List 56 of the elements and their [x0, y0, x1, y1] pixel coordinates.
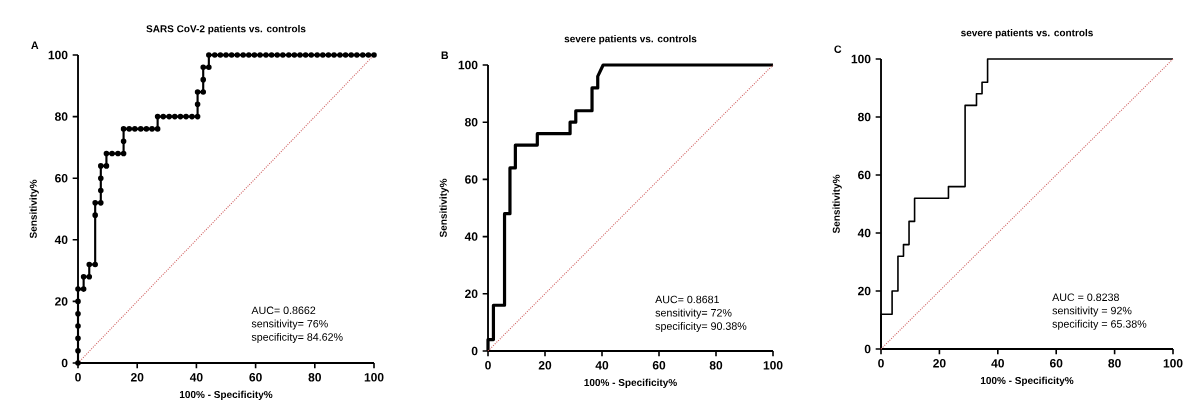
annotation: sensitivity= 76%	[251, 319, 328, 330]
x-tick-label: 60	[1049, 359, 1063, 368]
x-axis-title: 100% - Specificity%	[584, 378, 677, 389]
annotation: AUC = 0.8238	[1052, 293, 1119, 302]
x-tick-label: 80	[308, 373, 321, 382]
y-tick-label: 100	[851, 54, 871, 64]
annotation: specificity = 65.38%	[1052, 319, 1147, 330]
x-tick-label: 100	[1163, 359, 1183, 368]
y-tick-label: 60	[465, 175, 478, 184]
y-tick-label: 60	[858, 170, 871, 180]
y-tick-label: 40	[464, 232, 478, 241]
x-tick-label: 0	[485, 361, 491, 370]
text: A	[31, 41, 39, 49]
x-tick-label: 60	[249, 373, 262, 382]
y-tick-label: 40	[857, 228, 871, 238]
y-tick-label: 100	[458, 60, 478, 70]
y-tick-label: 0	[471, 346, 478, 356]
y-axis-title: Sensitivity%	[29, 179, 39, 239]
y-axis-title: Sensitivity%	[832, 174, 842, 234]
y-axis-title: Sensitivity%	[439, 178, 449, 238]
x-tick-label: 40	[991, 359, 1004, 368]
annotation: AUC= 0.8681	[655, 295, 719, 304]
y-tick-label: 20	[55, 297, 68, 306]
text: B	[441, 51, 449, 59]
annotation: specificity= 84.62%	[251, 332, 343, 343]
y-tick-label: 80	[54, 112, 68, 121]
x-tick-label: 100	[364, 373, 384, 382]
chart-title: SARS CoV-2 patients vs. controls	[146, 24, 306, 35]
x-tick-label: 40	[595, 361, 609, 370]
y-tick-label: 80	[464, 117, 478, 127]
annotation: sensitivity= 72%	[655, 308, 732, 319]
x-tick-label: 0	[75, 373, 81, 382]
x-tick-label: 40	[189, 373, 203, 382]
y-tick-label: 80	[857, 112, 871, 122]
annotation: sensitivity = 92%	[1052, 306, 1132, 317]
annotation: specificity= 90.38%	[655, 322, 747, 332]
x-tick-label: 0	[878, 359, 884, 368]
x-tick-label: 80	[1108, 359, 1121, 368]
x-tick-label: 20	[538, 361, 552, 370]
x-tick-label: 100	[763, 361, 783, 370]
chart-title: severe patients vs. controls	[961, 28, 1093, 39]
x-tick-label: 20	[130, 373, 144, 382]
x-axis-title: 100% - Specificity%	[179, 390, 273, 401]
annotation: AUC= 0.8662	[251, 306, 316, 315]
y-tick-label: 20	[465, 289, 478, 299]
y-tick-label: 60	[55, 173, 68, 183]
x-tick-label: 80	[709, 361, 723, 370]
x-tick-label: 20	[933, 359, 946, 368]
y-tick-label: 0	[864, 344, 871, 354]
x-axis-title: 100% - Specificity%	[980, 376, 1074, 387]
y-tick-label: 100	[48, 50, 68, 60]
chart-title: severe patients vs. controls	[564, 34, 697, 45]
x-tick-label: 60	[652, 361, 666, 370]
y-tick-label: 40	[54, 235, 68, 245]
y-tick-label: 20	[858, 286, 871, 296]
text: C	[834, 45, 842, 53]
